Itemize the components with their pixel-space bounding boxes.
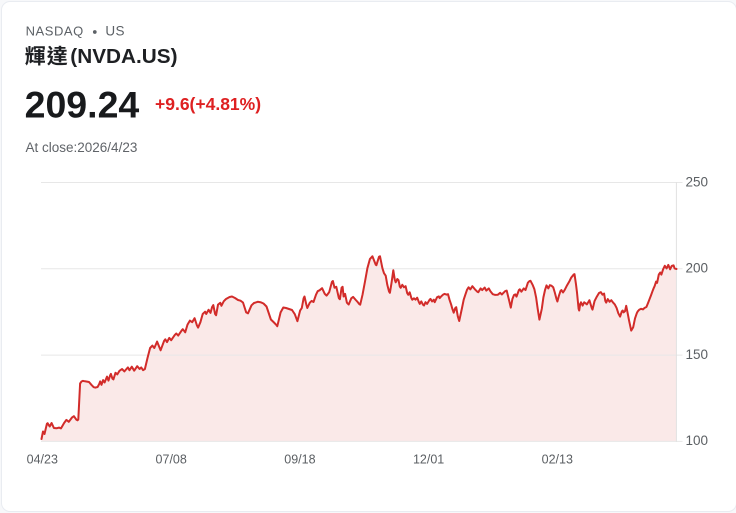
svg-text:09/18: 09/18 [284,452,315,466]
svg-text:209.24: 209.24 [25,84,140,126]
svg-text:+9.6(+4.81%): +9.6(+4.81%) [155,94,261,114]
svg-text:100: 100 [686,433,709,448]
svg-text:04/23: 04/23 [27,452,58,466]
svg-text:250: 250 [686,174,709,189]
svg-text:12/01: 12/01 [413,452,444,466]
svg-text:(NVDA.US): (NVDA.US) [70,45,177,68]
svg-text:150: 150 [686,347,709,362]
svg-text:NASDAQ: NASDAQ [26,24,84,39]
svg-text:200: 200 [686,261,709,276]
svg-text:US: US [105,24,125,39]
svg-text:02/13: 02/13 [542,452,573,466]
svg-text:At close:2026/4/23: At close:2026/4/23 [26,140,138,155]
svg-text:07/08: 07/08 [156,452,187,466]
